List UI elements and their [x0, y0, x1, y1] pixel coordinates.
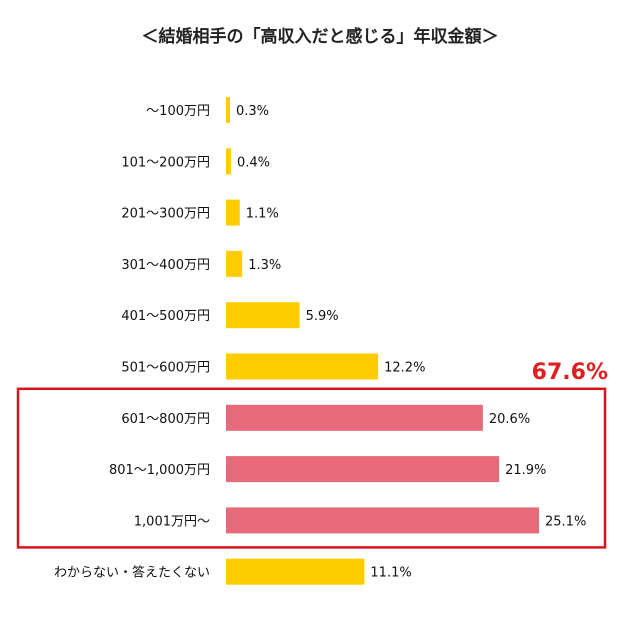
- bar-6: [226, 353, 379, 380]
- category-label-1: ～100万円: [146, 104, 210, 119]
- value-label-10: 11.1%: [370, 566, 411, 581]
- category-label-3: 201～300万円: [121, 207, 210, 222]
- category-label-10: わからない・答えたくない: [54, 565, 210, 581]
- category-label-4: 301～400万円: [121, 258, 210, 273]
- value-label-3: 1.1%: [246, 207, 279, 222]
- category-label-7: 601～800万円: [121, 412, 210, 427]
- value-label-6: 12.2%: [384, 361, 425, 376]
- value-label-8: 21.9%: [505, 463, 546, 478]
- bar-2: [226, 148, 231, 175]
- category-label-6: 501～600万円: [121, 361, 210, 376]
- bar-4: [226, 250, 243, 277]
- highlight-total-label: 67.6%: [532, 360, 608, 385]
- highlight-box: [16, 387, 607, 549]
- category-label-9: 1,001万円～: [134, 514, 210, 529]
- category-label-8: 801～1,000万円: [109, 463, 210, 478]
- value-label-5: 5.9%: [306, 309, 339, 324]
- bar-3: [226, 199, 240, 226]
- bar-9: [226, 507, 539, 534]
- category-label-2: 101～200万円: [121, 155, 210, 170]
- bar-8: [226, 456, 500, 483]
- value-label-1: 0.3%: [236, 104, 269, 119]
- bar-7: [226, 404, 483, 431]
- category-label-5: 401～500万円: [121, 309, 210, 324]
- value-label-4: 1.3%: [248, 258, 281, 273]
- bar-10: [226, 558, 365, 585]
- value-label-9: 25.1%: [545, 514, 586, 529]
- bar-5: [226, 302, 300, 329]
- bar-1: [226, 97, 230, 123]
- value-label-2: 0.4%: [237, 155, 270, 170]
- chart-title: ＜結婚相手の「高収入だと感じる」年収金額＞: [141, 27, 499, 47]
- value-label-7: 20.6%: [489, 412, 530, 427]
